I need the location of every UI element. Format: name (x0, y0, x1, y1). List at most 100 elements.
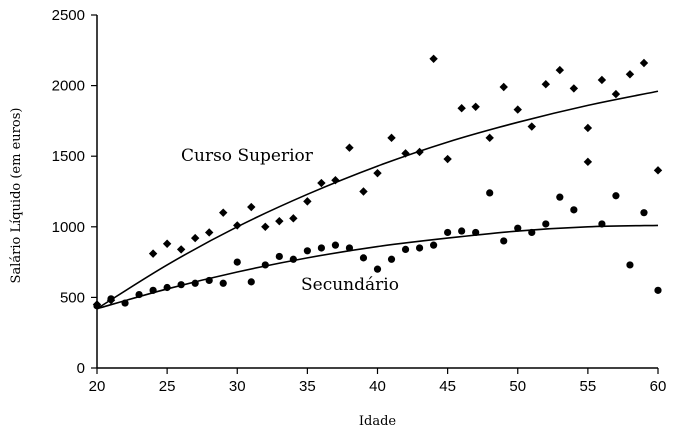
x-tick-label: 60 (650, 378, 667, 395)
data-point-diamond (162, 239, 172, 248)
series-label-curso-superior: Curso Superior (181, 146, 314, 166)
data-point-diamond (190, 233, 200, 243)
x-tick-label: 40 (369, 378, 386, 395)
data-point-diamond (373, 168, 382, 178)
data-point-circle (415, 244, 424, 252)
data-point-diamond (415, 147, 424, 157)
data-point-circle (219, 279, 227, 287)
x-tick-label: 50 (509, 378, 526, 395)
data-point-circle (345, 244, 354, 252)
data-point-circle (163, 283, 171, 292)
data-point-circle (430, 241, 438, 249)
data-point-diamond (457, 103, 466, 113)
data-point-diamond (401, 149, 410, 158)
x-tick-label: 45 (439, 378, 456, 395)
data-point-circle (331, 241, 340, 249)
y-axis-label: Salário Líquido (em euros) (9, 108, 24, 284)
data-point-diamond (513, 105, 522, 114)
data-point-circle (107, 295, 115, 303)
data-point-circle (640, 209, 648, 217)
trend-curve (96, 224, 659, 310)
data-point-diamond (639, 58, 649, 68)
data-point-circle (177, 281, 185, 289)
y-tick-label: 2500 (52, 7, 85, 24)
data-point-circle (500, 237, 508, 245)
data-point-circle (486, 189, 494, 197)
data-point-diamond (555, 65, 565, 75)
x-tick-label: 35 (299, 378, 316, 395)
x-tick-label: 30 (229, 378, 246, 395)
data-point-circle (275, 252, 283, 261)
data-point-diamond (331, 176, 340, 185)
axes (91, 14, 659, 374)
data-point-diamond (317, 178, 326, 188)
data-point-circle (191, 279, 199, 287)
data-point-diamond (625, 70, 635, 79)
data-points (92, 54, 663, 310)
data-point-diamond (611, 89, 621, 99)
data-point-circle (458, 227, 466, 235)
data-point-diamond (429, 54, 438, 63)
y-tick-label: 2000 (52, 78, 85, 95)
data-point-circle (444, 228, 452, 237)
data-point-diamond (261, 222, 270, 231)
data-point-diamond (387, 133, 396, 143)
data-point-diamond (303, 197, 312, 206)
data-point-circle (528, 228, 536, 237)
data-point-diamond (527, 122, 536, 131)
data-point-diamond (653, 166, 663, 175)
data-point-diamond (471, 102, 480, 111)
data-point-circle (317, 244, 325, 252)
data-point-circle (93, 302, 101, 310)
data-point-diamond (219, 208, 228, 217)
data-point-diamond (597, 75, 607, 85)
data-point-diamond (233, 221, 242, 230)
data-point-circle (135, 290, 143, 299)
x-tick-label: 25 (159, 378, 176, 395)
data-point-circle (598, 220, 606, 228)
data-point-circle (261, 261, 269, 269)
data-point-circle (387, 255, 396, 263)
data-point-diamond (583, 157, 593, 167)
y-tick-label: 1000 (52, 219, 85, 236)
data-point-circle (472, 228, 480, 237)
data-point-diamond (569, 84, 579, 93)
data-point-diamond (359, 187, 368, 196)
data-point-circle (121, 299, 129, 307)
data-point-diamond (541, 79, 550, 89)
y-tick-label: 500 (60, 289, 85, 306)
data-point-circle (289, 255, 297, 263)
data-point-diamond (289, 214, 298, 223)
data-point-circle (556, 193, 564, 201)
trend-curves (96, 90, 659, 310)
data-point-circle (514, 224, 522, 232)
x-axis-label: Idade (359, 414, 397, 429)
data-point-circle (401, 245, 410, 253)
data-point-diamond (345, 143, 354, 152)
data-point-circle (233, 258, 241, 266)
y-tick-label: 0 (77, 360, 85, 377)
series-label-secundario: Secundário (301, 275, 399, 295)
data-point-diamond (205, 228, 214, 237)
data-point-diamond (176, 245, 186, 254)
data-point-circle (373, 265, 382, 273)
trend-curve (96, 90, 659, 310)
data-point-circle (247, 278, 255, 286)
data-point-diamond (247, 202, 256, 212)
data-point-diamond (583, 123, 593, 133)
data-point-circle (303, 247, 311, 255)
data-point-diamond (275, 216, 284, 226)
x-tick-label: 55 (580, 378, 597, 395)
data-point-circle (359, 254, 368, 262)
data-point-diamond (499, 82, 508, 92)
y-tick-label: 1500 (52, 148, 85, 165)
data-point-diamond (443, 154, 452, 164)
tick-labels: 20 25 30 35 40 45 50 55 60 0 500 1000 1500 2000 2500 (52, 7, 667, 395)
data-point-circle (542, 220, 550, 228)
data-point-circle (626, 261, 634, 269)
data-point-circle (149, 286, 157, 294)
data-point-circle (612, 192, 620, 200)
x-tick-label: 20 (89, 378, 106, 395)
